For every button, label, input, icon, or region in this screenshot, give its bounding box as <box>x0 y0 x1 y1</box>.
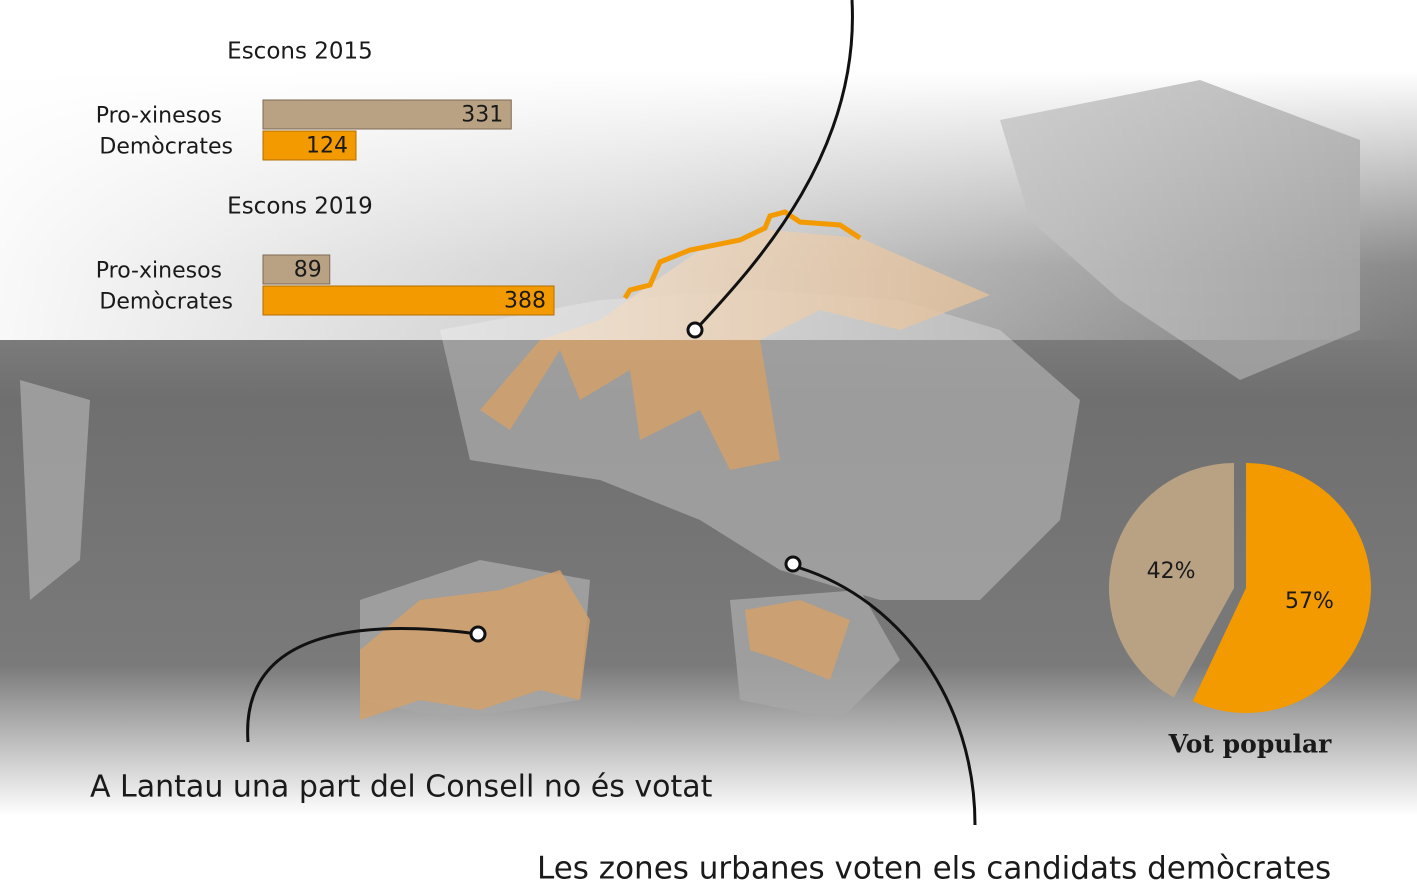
pie-title: Vot popular <box>1168 730 1333 759</box>
annotation: Les zones urbanes voten els candidats de… <box>537 851 1331 887</box>
page: A Lantau una part del Consell no és vota… <box>0 0 1417 887</box>
pie-value-label: 42% <box>1147 559 1196 584</box>
value-label: 331 <box>461 103 503 128</box>
callout-dot <box>471 627 485 641</box>
value-label: 124 <box>306 134 348 159</box>
annotation: A Lantau una part del Consell no és vota… <box>90 770 713 805</box>
callout-dot <box>786 557 800 571</box>
infographic: A Lantau una part del Consell no és vota… <box>0 0 1417 887</box>
category-label: Demòcrates <box>99 135 233 160</box>
value-label: 388 <box>504 289 546 314</box>
pie-value-label: 57% <box>1285 589 1334 614</box>
bar-chart-title: Escons 2019 <box>227 194 373 220</box>
value-label: 89 <box>294 258 322 283</box>
category-label: Pro-xinesos <box>96 104 222 129</box>
category-label: Pro-xinesos <box>96 259 222 284</box>
callout-dot <box>688 323 702 337</box>
category-label: Demòcrates <box>99 290 233 315</box>
bar-chart-title: Escons 2015 <box>227 39 373 65</box>
